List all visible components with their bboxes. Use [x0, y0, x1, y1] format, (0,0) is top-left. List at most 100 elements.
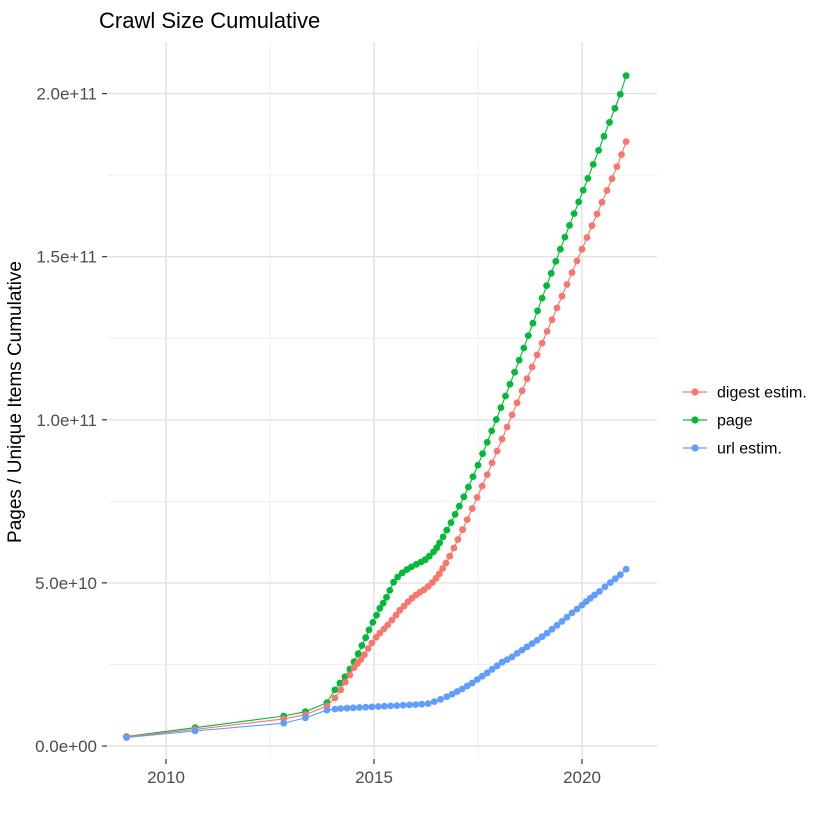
- data-point-digest-estim: [578, 245, 586, 253]
- data-point-digest-estim: [583, 234, 591, 241]
- data-point-digest-estim: [331, 694, 339, 702]
- data-point-page: [488, 427, 496, 435]
- data-point-digest-estim: [508, 411, 516, 419]
- data-point-digest-estim: [337, 686, 345, 694]
- data-point-page: [575, 198, 583, 206]
- data-point-digest-estim: [563, 281, 571, 288]
- data-point-digest-estim: [450, 544, 458, 552]
- data-point-url-estim: [508, 653, 516, 661]
- data-point-url-estim: [280, 719, 288, 727]
- data-point-url-estim: [483, 669, 491, 677]
- data-point-digest-estim: [493, 447, 501, 455]
- data-point-url-estim: [493, 662, 501, 670]
- data-point-page: [436, 539, 444, 547]
- y-tick-label: 1.0e+11: [36, 411, 97, 430]
- data-point-url-estim: [498, 658, 506, 666]
- data-point-digest-estim: [598, 198, 606, 206]
- data-point-url-estim: [568, 609, 576, 617]
- data-point-page: [622, 72, 630, 80]
- data-point-page: [369, 619, 377, 626]
- data-point-page: [469, 473, 477, 480]
- data-point-url-estim: [538, 633, 546, 641]
- data-point-digest-estim: [558, 292, 566, 300]
- data-point-digest-estim: [568, 269, 576, 277]
- data-point-url-estim: [563, 613, 571, 621]
- data-point-url-estim: [387, 702, 394, 710]
- data-point-digest-estim: [346, 671, 354, 679]
- data-point-page: [584, 175, 592, 182]
- data-point-url-estim: [458, 685, 466, 693]
- data-point-url-estim: [606, 579, 614, 586]
- data-point-url-estim: [468, 679, 476, 687]
- data-point-page: [376, 604, 384, 612]
- data-point-page: [606, 118, 613, 126]
- data-point-page: [506, 380, 514, 388]
- y-tick-label: 0.0e+00: [35, 737, 97, 756]
- data-point-url-estim: [548, 625, 556, 633]
- x-tick-label: 2015: [355, 768, 393, 787]
- data-point-digest-estim: [439, 565, 446, 572]
- data-point-page: [433, 544, 441, 552]
- data-point-digest-estim: [388, 616, 396, 624]
- data-point-digest-estim: [608, 175, 616, 183]
- data-point-url-estim: [503, 656, 511, 663]
- data-point-digest-estim: [341, 678, 349, 686]
- legend-item-page: page: [683, 413, 753, 430]
- data-point-url-estim: [399, 701, 407, 709]
- data-point-page: [425, 552, 433, 560]
- data-point-page: [379, 599, 387, 607]
- data-point-page: [529, 319, 537, 327]
- data-point-url-estim: [573, 605, 581, 613]
- data-point-url-estim: [356, 704, 363, 711]
- legend-key-point-url-estim: [691, 444, 699, 452]
- data-point-page: [538, 294, 546, 302]
- data-point-url-estim: [448, 690, 456, 698]
- data-point-digest-estim: [613, 163, 621, 171]
- data-point-digest-estim: [454, 536, 462, 543]
- data-point-digest-estim: [396, 606, 404, 614]
- data-point-digest-estim: [473, 494, 481, 501]
- data-point-digest-estim: [384, 621, 392, 629]
- data-point-digest-estim: [468, 505, 476, 512]
- data-point-url-estim: [323, 706, 331, 714]
- data-point-page: [447, 519, 455, 526]
- data-point-digest-estim: [543, 328, 551, 335]
- data-point-url-estim: [349, 704, 357, 712]
- data-point-page: [570, 210, 578, 218]
- data-point-url-estim: [513, 650, 521, 657]
- data-point-digest-estim: [553, 304, 561, 312]
- data-point-digest-estim: [518, 387, 526, 395]
- data-point-digest-estim: [435, 570, 443, 578]
- data-point-page: [557, 245, 564, 253]
- data-point-url-estim: [374, 703, 382, 710]
- data-point-page: [336, 679, 344, 687]
- data-point-page: [373, 611, 380, 619]
- data-point-digest-estim: [361, 651, 368, 659]
- data-point-page: [483, 438, 491, 446]
- legend-key-point-digest-estim: [691, 388, 699, 396]
- data-point-digest-estim: [488, 459, 496, 467]
- data-point-page: [543, 282, 550, 290]
- data-point-url-estim: [543, 629, 551, 637]
- data-point-url-estim: [591, 591, 598, 599]
- legend-label-url-estim: url estim.: [717, 441, 782, 458]
- series-page: [123, 72, 630, 740]
- data-point-page: [589, 161, 597, 168]
- data-point-page: [386, 587, 394, 594]
- data-point-page: [524, 332, 532, 339]
- y-tick-label: 5.0e+10: [35, 574, 97, 593]
- legend-label-page: page: [717, 413, 753, 430]
- x-tick-label: 2020: [563, 768, 601, 787]
- data-point-digest-estim: [503, 423, 511, 431]
- data-point-url-estim: [443, 693, 451, 701]
- data-point-digest-estim: [459, 526, 466, 534]
- data-point-digest-estim: [548, 316, 556, 324]
- data-point-page: [394, 573, 402, 581]
- data-point-page: [383, 593, 390, 601]
- data-point-digest-estim: [376, 629, 384, 637]
- data-point-page: [552, 257, 560, 265]
- data-point-url-estim: [523, 643, 531, 651]
- data-point-url-estim: [528, 640, 536, 647]
